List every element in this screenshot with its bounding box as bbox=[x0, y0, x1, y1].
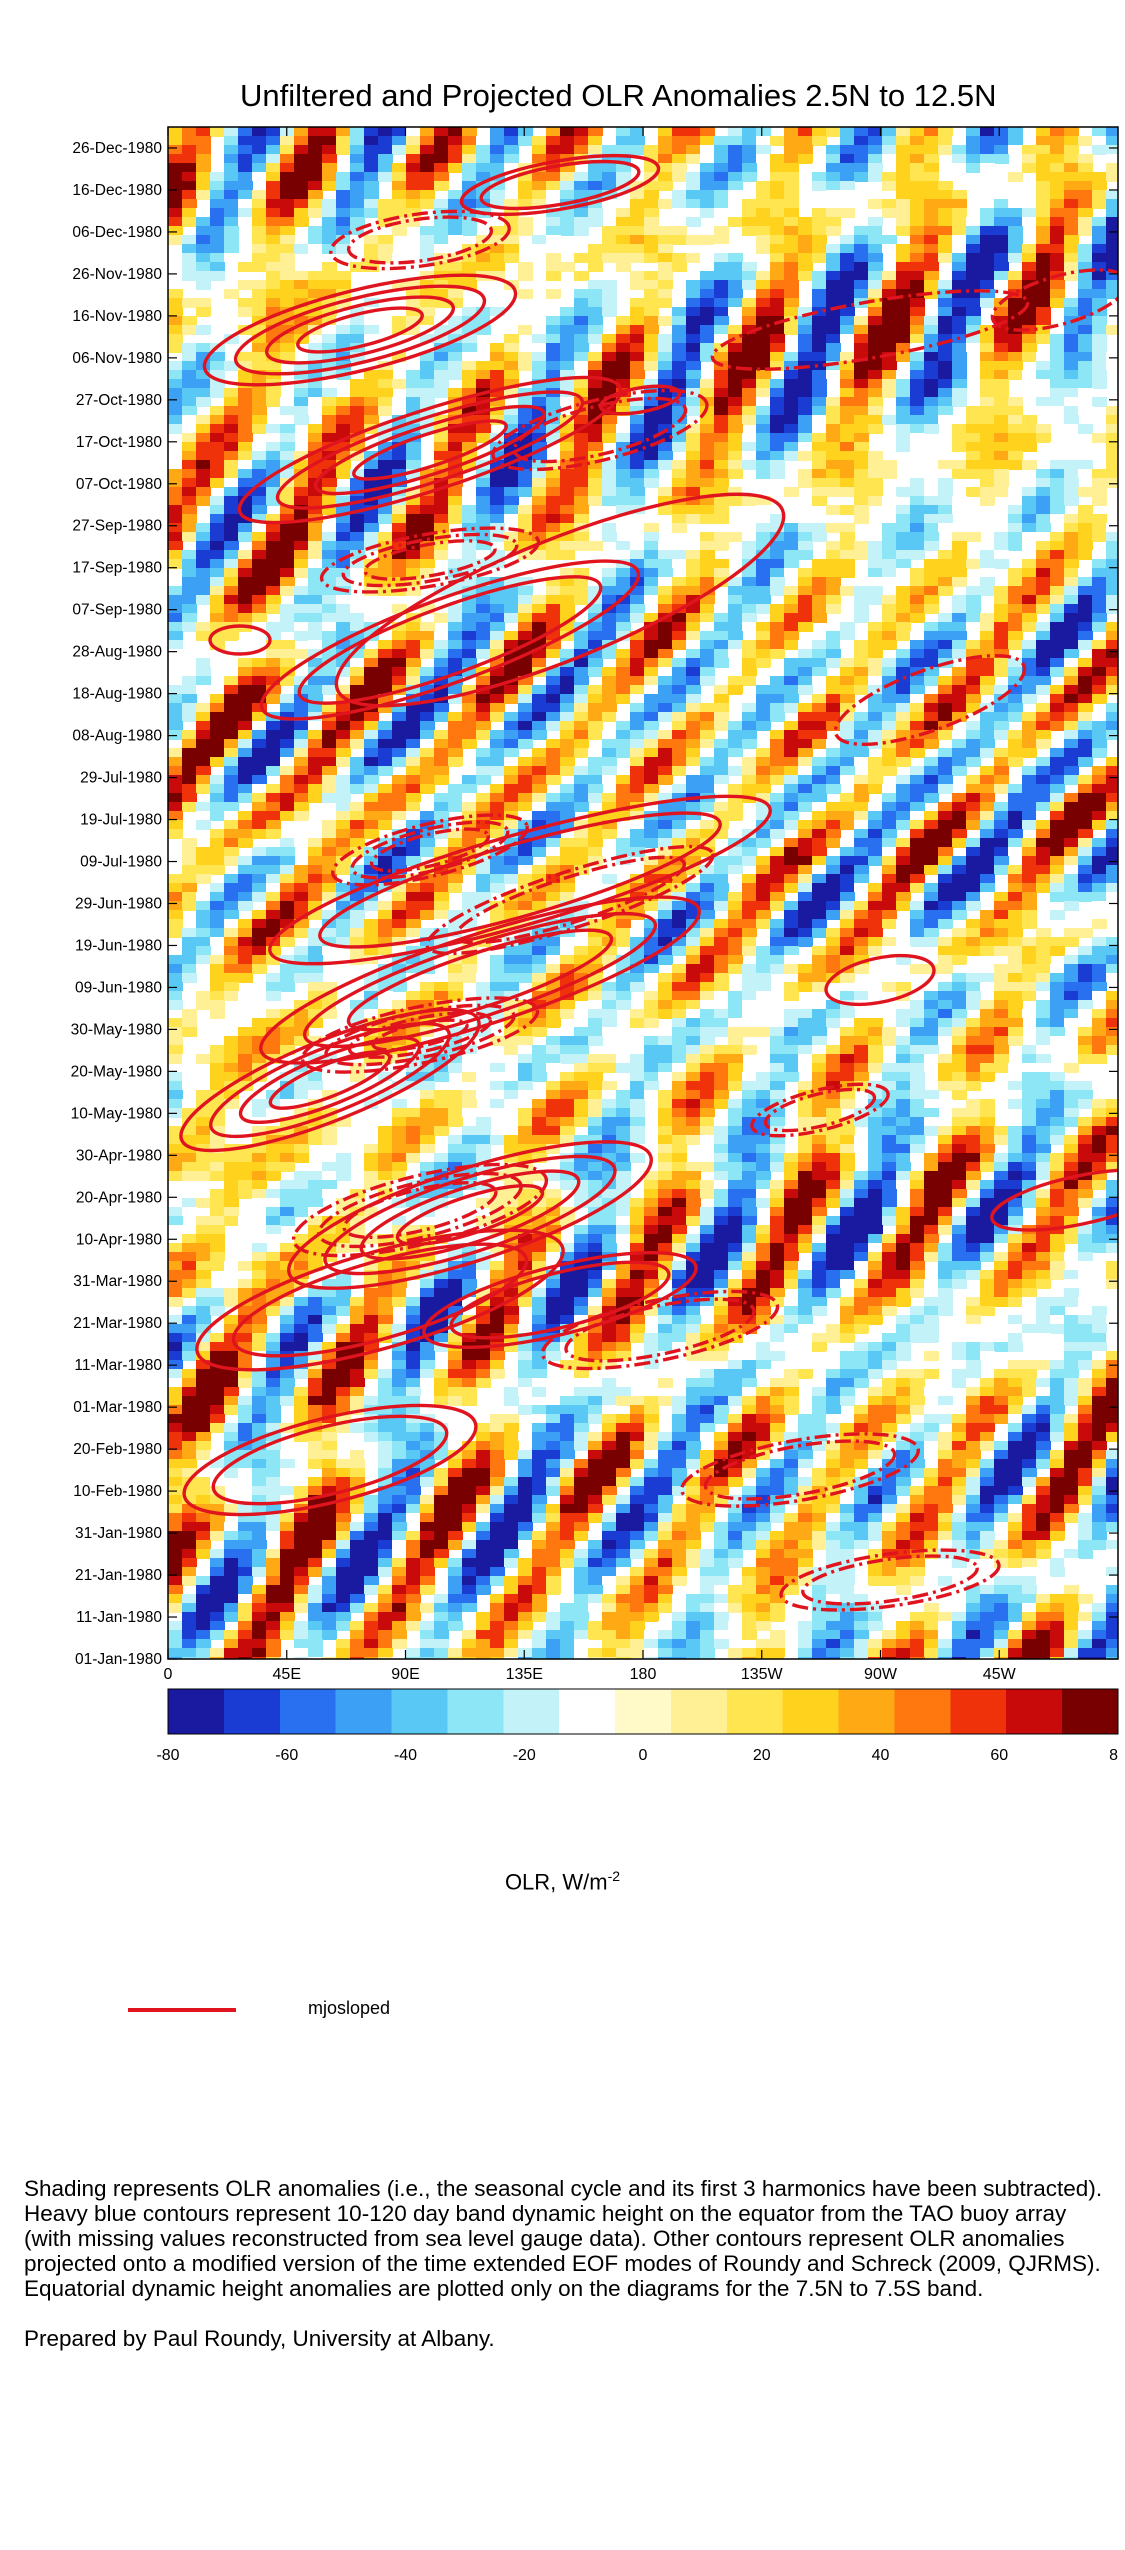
chart-title: Unfiltered and Projected OLR Anomalies 2… bbox=[240, 78, 997, 113]
y-tick-label: 27-Oct-1980 bbox=[76, 392, 163, 409]
y-tick-label: 17-Oct-1980 bbox=[76, 434, 163, 451]
y-tick-label: 20-Apr-1980 bbox=[76, 1189, 163, 1206]
caption: Shading represents OLR anomalies (i.e., … bbox=[24, 2176, 1109, 2376]
legend-entry-label: mjosloped bbox=[308, 1998, 391, 2018]
legend: mjosloped bbox=[128, 1998, 528, 2028]
y-tick-label: 27-Sep-1980 bbox=[72, 518, 162, 535]
y-tick-label: 06-Nov-1980 bbox=[72, 350, 162, 367]
x-axis: 0 45E 90E 135E 180 135W 90W 45W bbox=[164, 127, 1017, 1683]
x-tick-label: 90E bbox=[391, 1666, 419, 1683]
y-tick-label: 28-Aug-1980 bbox=[72, 644, 162, 661]
y-tick-label: 18-Aug-1980 bbox=[72, 686, 162, 703]
y-tick-label: 10-Feb-1980 bbox=[73, 1483, 162, 1500]
y-tick-label: 21-Jan-1980 bbox=[75, 1567, 162, 1584]
y-tick-label: 01-Mar-1980 bbox=[73, 1399, 162, 1416]
caption-paragraph: Shading represents OLR anomalies (i.e., … bbox=[24, 2176, 1103, 2301]
y-tick-label: 20-May-1980 bbox=[71, 1063, 163, 1080]
colorbar-tick-label: -20 bbox=[513, 1747, 536, 1764]
colorbar-tick-label: 0 bbox=[639, 1747, 648, 1764]
x-tick-label: 45W bbox=[983, 1666, 1017, 1683]
x-tick-label: 180 bbox=[630, 1666, 657, 1683]
y-tick-label: 31-Mar-1980 bbox=[73, 1273, 162, 1290]
colorbar-label-text: OLR, W/m bbox=[504, 1869, 608, 1895]
y-tick-label: 17-Sep-1980 bbox=[72, 560, 162, 577]
y-axis: 26-Dec-1980 16-Dec-1980 06-Dec-1980 26-Nov-… bbox=[71, 140, 1118, 1668]
y-tick-label: 11-Mar-1980 bbox=[74, 1357, 162, 1374]
x-tick-label: 135W bbox=[741, 1666, 784, 1683]
x-tick-label: 135E bbox=[506, 1666, 543, 1683]
colorbar-tick-label: 40 bbox=[872, 1747, 890, 1764]
projected-olr-contours bbox=[179, 153, 1118, 1612]
olr-anomaly-shading bbox=[168, 127, 1118, 1659]
y-tick-label: 29-Jul-1980 bbox=[80, 770, 162, 787]
colorbar-tick-label: -60 bbox=[275, 1747, 298, 1764]
colorbar-tick-label: -80 bbox=[156, 1747, 179, 1764]
y-tick-label: 08-Aug-1980 bbox=[72, 728, 162, 745]
hovmoller-plot: 26-Dec-1980 16-Dec-1980 06-Dec-1980 26-Nov-… bbox=[71, 126, 1119, 1764]
y-tick-label: 07-Oct-1980 bbox=[76, 476, 163, 493]
caption-credit: Prepared by Paul Roundy, University at A… bbox=[24, 2326, 495, 2351]
y-tick-label: 19-Jul-1980 bbox=[80, 812, 162, 829]
y-tick-label: 26-Dec-1980 bbox=[72, 140, 162, 157]
x-tick-label: 0 bbox=[164, 1666, 173, 1683]
y-tick-label: 09-Jun-1980 bbox=[75, 979, 162, 996]
colorbar-tick-label: 20 bbox=[753, 1747, 771, 1764]
y-tick-label: 20-Feb-1980 bbox=[73, 1441, 162, 1458]
colorbar: -80 -60 -40 -20 0 20 40 60 8 bbox=[156, 1688, 1119, 1764]
y-tick-label: 29-Jun-1980 bbox=[75, 895, 162, 912]
y-tick-label: 01-Jan-1980 bbox=[75, 1651, 162, 1668]
legend-line-swatch bbox=[128, 2008, 236, 2012]
y-tick-label: 06-Dec-1980 bbox=[72, 224, 162, 241]
colorbar-tick-label: 60 bbox=[990, 1747, 1008, 1764]
y-tick-label: 11-Jan-1980 bbox=[76, 1609, 162, 1626]
colorbar-fill bbox=[167, 1688, 1119, 1735]
y-tick-label: 09-Jul-1980 bbox=[80, 854, 162, 871]
x-tick-label: 45E bbox=[273, 1666, 301, 1683]
colorbar-label: OLR, W/m-2 bbox=[0, 1868, 1125, 1895]
y-tick-label: 19-Jun-1980 bbox=[75, 937, 162, 954]
y-tick-label: 31-Jan-1980 bbox=[75, 1525, 162, 1542]
y-tick-label: 30-May-1980 bbox=[71, 1021, 163, 1038]
y-tick-label: 16-Nov-1980 bbox=[72, 308, 162, 325]
colorbar-tick-label: 8 bbox=[1109, 1747, 1118, 1764]
x-tick-label: 90W bbox=[864, 1666, 898, 1683]
y-tick-label: 07-Sep-1980 bbox=[72, 602, 162, 619]
y-tick-label: 10-May-1980 bbox=[71, 1105, 163, 1122]
colorbar-label-exponent: -2 bbox=[607, 1868, 621, 1884]
y-tick-label: 10-Apr-1980 bbox=[76, 1231, 163, 1248]
colorbar-tick-label: -40 bbox=[394, 1747, 417, 1764]
y-tick-label: 26-Nov-1980 bbox=[72, 266, 162, 283]
y-tick-label: 16-Dec-1980 bbox=[72, 182, 162, 199]
colorbar-ticks: -80 -60 -40 -20 0 20 40 60 8 bbox=[156, 1747, 1118, 1764]
y-tick-label: 21-Mar-1980 bbox=[73, 1315, 162, 1332]
y-tick-label: 30-Apr-1980 bbox=[76, 1147, 163, 1164]
